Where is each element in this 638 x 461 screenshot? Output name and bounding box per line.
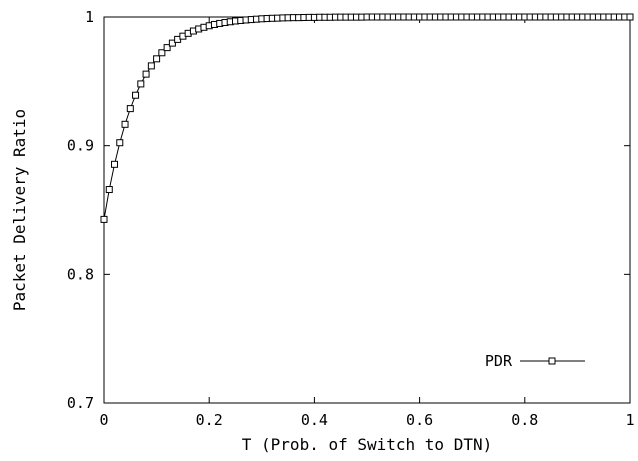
legend-label-pdr: PDR — [485, 352, 513, 370]
x-tick-label: 0 — [99, 411, 108, 429]
y-tick-label: 0.8 — [67, 265, 94, 283]
data-point-pdr — [158, 49, 166, 57]
y-tick-label: 0.9 — [67, 137, 94, 155]
plot-frame — [103, 16, 631, 404]
y-tick-label: 1 — [85, 8, 94, 26]
x-axis-label: T (Prob. of Switch to DTN) — [242, 435, 492, 454]
series-line-pdr — [103, 16, 630, 220]
data-point-pdr — [132, 91, 140, 99]
data-point-pdr — [126, 105, 134, 113]
data-point-pdr — [116, 139, 124, 147]
data-point-pdr — [626, 13, 634, 21]
data-point-pdr — [105, 186, 113, 194]
data-point-pdr — [137, 80, 145, 88]
ticks-layer: 0 0.2 0.4 0.6 0.8 1 0.7 0.8 0.9 1 — [67, 8, 635, 429]
x-tick-label: 0.2 — [196, 411, 223, 429]
data-point-pdr — [168, 39, 176, 47]
data-point-pdr — [100, 215, 108, 223]
y-axis-label: Packet Delivery Ratio — [10, 109, 29, 311]
data-point-pdr — [121, 120, 129, 128]
legend-marker-pdr — [548, 357, 556, 365]
data-point-pdr — [163, 44, 171, 52]
y-tick-label: 0.7 — [67, 394, 94, 412]
data-point-pdr — [147, 62, 155, 70]
series-layer — [100, 13, 634, 223]
x-tick-label: 1 — [625, 411, 634, 429]
x-tick-label: 0.4 — [301, 411, 328, 429]
data-point-pdr — [153, 55, 161, 63]
x-tick-label: 0.6 — [406, 411, 433, 429]
data-point-pdr — [111, 160, 119, 168]
legend: PDR — [485, 352, 585, 370]
x-tick-label: 0.8 — [511, 411, 538, 429]
data-point-pdr — [142, 70, 150, 78]
